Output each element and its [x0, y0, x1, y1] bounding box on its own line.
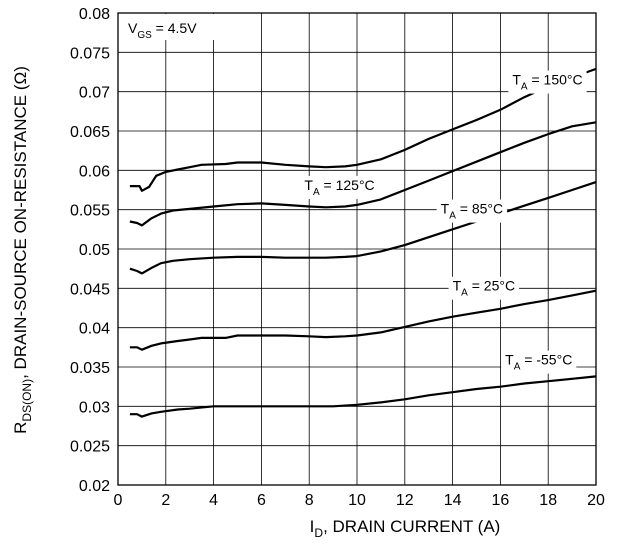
y-tick-labels: 0.02 0.025 0.03 0.035 0.04 0.045 0.05 0.055 0.06…: [70, 6, 110, 495]
y-tick-label: 0.04: [79, 321, 110, 338]
y-axis-title: RDS(ON), DRAIN-SOURCE ON-RESISTANCE (Ω): [11, 66, 34, 434]
x-tick-label: 4: [209, 492, 218, 509]
series-label-text: TA = 85°C: [441, 201, 503, 222]
series-label-bg: [501, 350, 577, 374]
series-label: TA = 150°C: [508, 70, 587, 94]
series-label-text: TA = 125°C: [304, 177, 374, 198]
y-tick-label: 0.055: [70, 203, 110, 220]
condition-label: VGS = 4.5V: [128, 20, 197, 41]
y-tick-label: 0.03: [79, 399, 110, 416]
series-label-text: TA = 150°C: [512, 72, 582, 93]
y-tick-label: 0.08: [79, 6, 110, 23]
y-tick-label: 0.06: [79, 163, 110, 180]
series-label-bg: [448, 276, 520, 300]
series-label-text: TA = 25°C: [453, 278, 515, 299]
series-line: [129, 375, 597, 418]
series-label-bg: [300, 176, 379, 199]
series-label: TA = 25°C: [448, 276, 520, 300]
series-label: TA = -55°C: [501, 350, 577, 374]
x-tick-label: 20: [587, 492, 605, 509]
x-tick-label: 18: [539, 492, 557, 509]
y-tick-label: 0.065: [70, 124, 110, 141]
y-tick-label: 0.07: [79, 85, 110, 102]
series-layer: [129, 67, 597, 418]
series-label-bg: [508, 70, 587, 94]
series-label-text: TA = -55°C: [505, 352, 572, 373]
y-tick-label: 0.075: [70, 45, 110, 62]
x-tick-label: 8: [305, 492, 314, 509]
series-line: [129, 289, 597, 351]
plot-frame: [117, 12, 597, 486]
x-tick-label: 10: [348, 492, 366, 509]
x-tick-labels: 0 2 4 6 8 10 12 14 16 18 20: [114, 492, 605, 509]
y-tick-label: 0.025: [70, 439, 110, 456]
x-tick-label: 2: [161, 492, 170, 509]
series-labels: TA = 150°C TA = 125°C TA = 85°C TA = 25°C TA…: [300, 70, 587, 374]
x-tick-label: 0: [114, 492, 123, 509]
series-label-bg: [436, 199, 508, 223]
x-axis-title: ID, DRAIN CURRENT (A): [310, 517, 501, 540]
series-label: TA = 125°C: [300, 176, 379, 199]
y-tick-label: 0.035: [70, 360, 110, 377]
condition-label-bg: [124, 14, 214, 40]
x-tick-label: 12: [396, 492, 414, 509]
series-line: [129, 121, 597, 227]
x-tick-label: 6: [257, 492, 266, 509]
y-tick-label: 0.02: [79, 478, 110, 495]
series-label: TA = 85°C: [436, 199, 508, 223]
series-line: [129, 67, 597, 192]
y-tick-label: 0.05: [79, 242, 110, 259]
x-tick-label: 14: [444, 492, 462, 509]
x-tick-label: 16: [492, 492, 510, 509]
y-tick-label: 0.045: [70, 281, 110, 298]
